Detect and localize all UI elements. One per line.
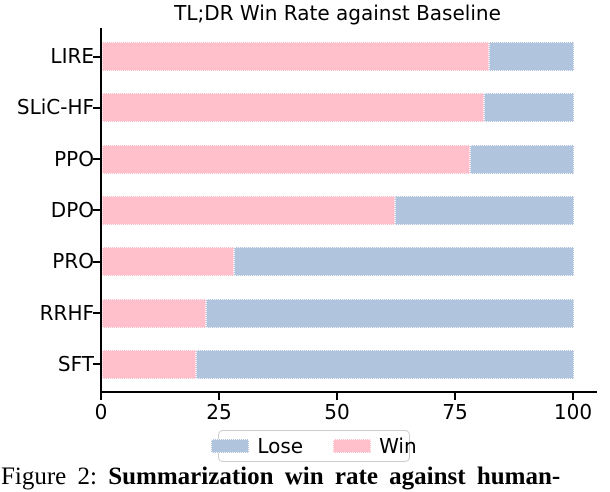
figure-caption: Figure 2: Summarization win rate against…	[1, 461, 610, 492]
bar-row-dpo	[102, 195, 574, 225]
lose-segment	[484, 93, 574, 123]
legend-label: Win	[379, 434, 417, 458]
y-tick-mark	[93, 312, 100, 314]
x-tick-mark	[454, 393, 456, 400]
win-segment	[102, 42, 490, 71]
x-tick-mark	[572, 393, 574, 400]
y-tick-mark	[93, 209, 100, 212]
legend-entry-lose: Lose	[211, 436, 303, 456]
x-tick-label: 75	[442, 400, 468, 424]
caption-prefix: Figure 2:	[1, 463, 109, 490]
x-axis-spine	[100, 391, 597, 393]
bar-row-ppo	[102, 144, 574, 174]
bar-row-sft	[102, 349, 574, 379]
x-tick-label: 100	[553, 400, 593, 424]
x-tick-mark	[336, 393, 338, 400]
y-tick-mark	[93, 55, 100, 58]
win-segment	[102, 195, 395, 225]
y-axis-label: LIRE	[50, 44, 94, 68]
win-segment	[102, 247, 235, 277]
bar-row-rrhf	[102, 298, 574, 328]
chart-title: TL;DR Win Rate against Baseline	[174, 1, 501, 25]
x-tick-label: 50	[324, 400, 350, 424]
x-tick-mark	[100, 393, 102, 400]
win-segment	[102, 298, 206, 328]
bar-row-pro	[102, 247, 574, 277]
x-tick-label: 0	[94, 400, 108, 424]
legend-label: Lose	[257, 434, 304, 458]
y-tick-mark	[93, 363, 100, 366]
lose-segment	[234, 247, 574, 277]
win-segment	[102, 144, 471, 174]
lose-segment	[205, 298, 574, 328]
legend-swatch-win	[333, 439, 372, 453]
lose-segment	[196, 349, 574, 379]
x-tick-label: 25	[206, 400, 232, 424]
bar-row-lire	[102, 42, 574, 71]
caption-bold-text: Summarization win rate against human-	[108, 463, 561, 490]
y-axis-label: SFT	[57, 351, 94, 376]
win-segment	[102, 349, 197, 379]
legend: Lose Win	[211, 430, 417, 462]
y-tick-mark	[93, 158, 100, 161]
y-axis-spine	[100, 28, 102, 393]
x-tick-mark	[218, 393, 220, 400]
legend-swatch-lose	[211, 439, 250, 453]
y-axis-label: SLiC-HF	[16, 95, 94, 120]
y-axis-label: RRHF	[39, 300, 94, 325]
lose-segment	[489, 42, 574, 71]
y-axis-label: PRO	[52, 249, 94, 274]
bar-row-slic-hf	[102, 93, 574, 123]
lose-segment	[394, 195, 574, 225]
y-axis-label: PPO	[54, 146, 94, 171]
legend-entry-win: Win	[333, 436, 417, 456]
lose-segment	[470, 144, 574, 174]
y-axis-label: DPO	[50, 197, 94, 222]
y-tick-mark	[93, 260, 100, 263]
win-segment	[102, 93, 485, 123]
y-tick-mark	[93, 106, 100, 109]
